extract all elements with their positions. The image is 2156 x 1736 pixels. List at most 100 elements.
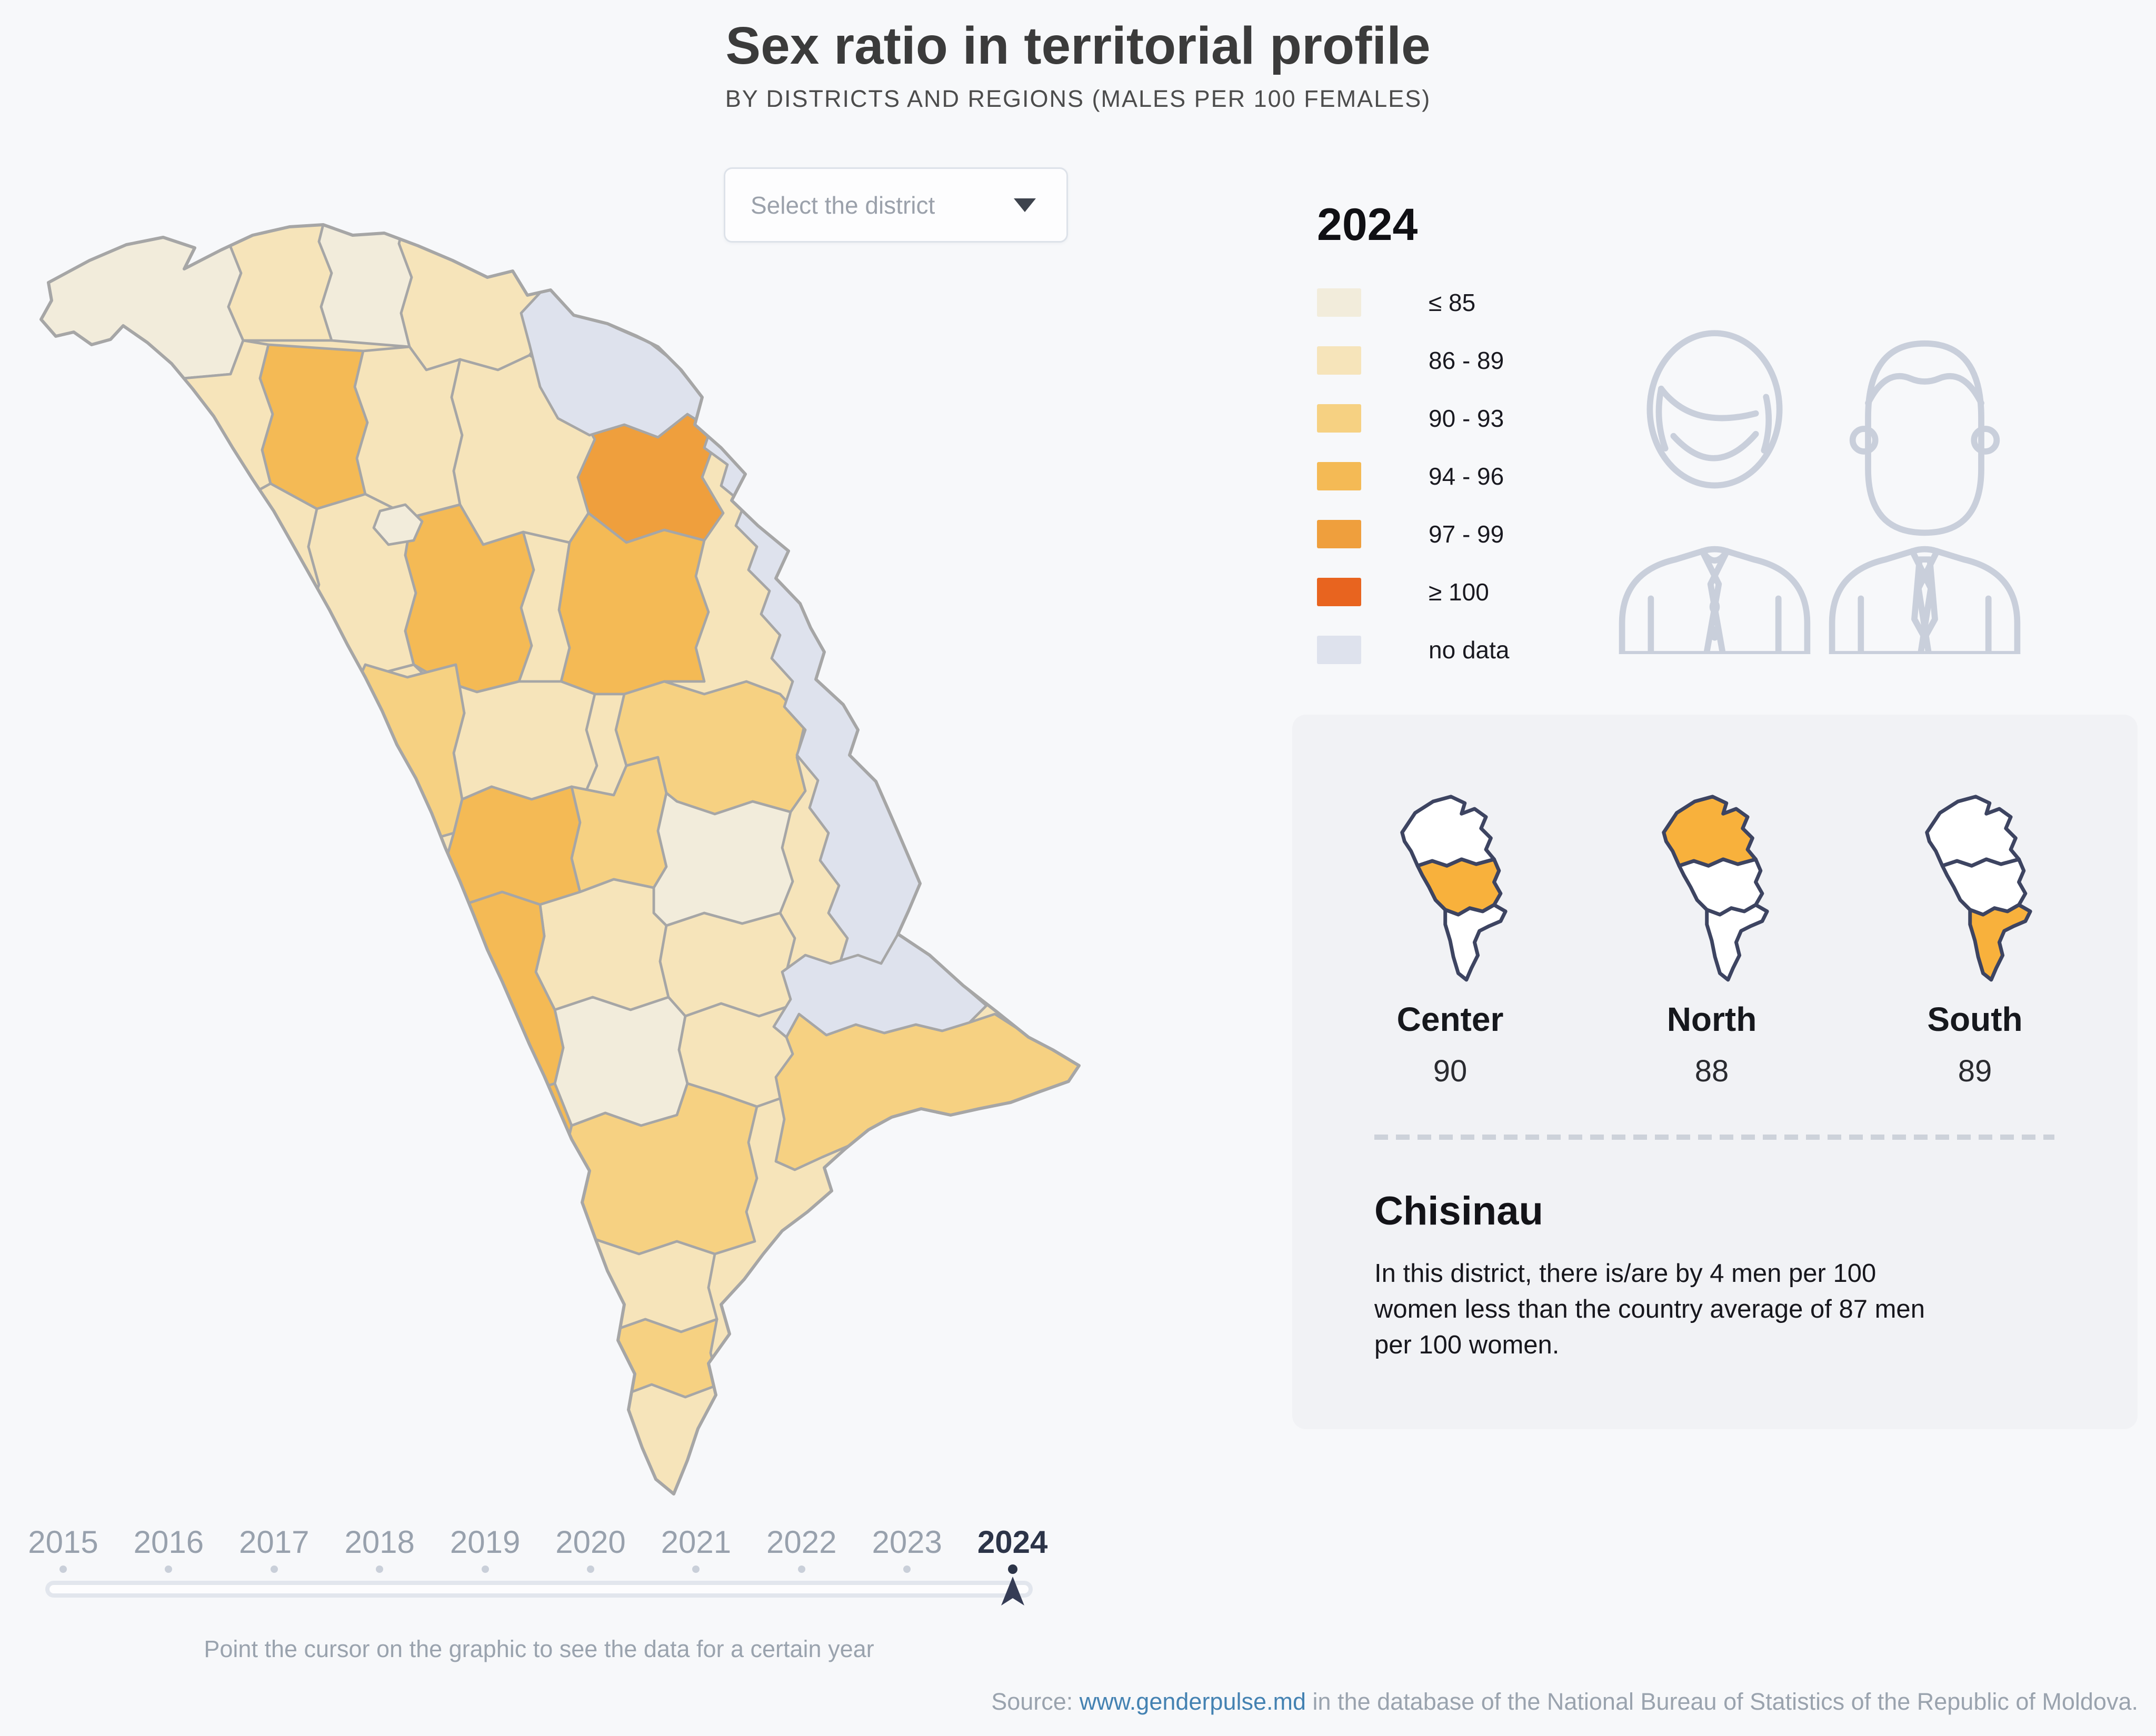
- region-name: Center: [1396, 1000, 1504, 1038]
- district-select[interactable]: Select the district: [724, 167, 1068, 243]
- timeline-year-2024[interactable]: 2024: [977, 1524, 1048, 1560]
- timeline-dot-2021: [692, 1566, 700, 1573]
- legend-swatch: [1317, 288, 1361, 317]
- timeline-year-2021[interactable]: 2021: [661, 1524, 732, 1560]
- timeline-dot-2018: [376, 1566, 384, 1573]
- timeline-year-2020[interactable]: 2020: [555, 1524, 626, 1560]
- source-prefix: Source:: [991, 1688, 1080, 1715]
- legend-item: 90 - 93: [1317, 389, 1509, 447]
- timeline-dot-2017: [270, 1566, 278, 1573]
- dashed-divider: [1374, 1135, 2054, 1140]
- district-ocnita[interactable]: [227, 218, 333, 342]
- legend-swatch: [1317, 520, 1361, 548]
- minimap-region-center: [1415, 857, 1503, 917]
- district-ialoveni[interactable]: [534, 878, 670, 1011]
- regions-panel: Center 90 North 88 South 89 Chisinau In this …: [1292, 715, 2138, 1429]
- timeline-year-2022[interactable]: 2022: [766, 1524, 837, 1560]
- timeline-year-2019[interactable]: 2019: [450, 1524, 521, 1560]
- district-drochia[interactable]: [353, 345, 464, 519]
- district-anenii-noi[interactable]: [658, 911, 798, 1018]
- timeline-dot-2019: [481, 1566, 489, 1573]
- region-name: South: [1927, 1000, 2023, 1038]
- legend-swatch: [1317, 346, 1361, 375]
- district-calarasi[interactable]: [444, 785, 582, 906]
- district-stefan-voda[interactable]: [774, 1012, 1079, 1171]
- region-value: 89: [1958, 1054, 1992, 1088]
- timeline-slider-track[interactable]: [45, 1581, 1033, 1598]
- legend-label: 94 - 96: [1429, 463, 1504, 490]
- woman-icon: [1619, 330, 1811, 657]
- timeline-year-2017[interactable]: 2017: [239, 1524, 310, 1560]
- timeline-year-2018[interactable]: 2018: [344, 1524, 415, 1560]
- timeline-year-2015[interactable]: 2015: [28, 1524, 98, 1560]
- region-value: 88: [1694, 1054, 1729, 1088]
- district-riscani[interactable]: [258, 343, 369, 510]
- region-name: North: [1666, 1000, 1757, 1038]
- district-cahul[interactable]: [425, 1206, 577, 1504]
- timeline-dots: [0, 0, 1105, 1574]
- minimap-region-north: [1400, 795, 1496, 868]
- district-edinet[interactable]: [26, 339, 274, 521]
- legend-rows: ≤ 85 86 - 89 90 - 93 94 - 96 97 - 99 ≥ 100 no …: [1317, 274, 1509, 679]
- district-cimislia[interactable]: [458, 1080, 573, 1239]
- timeline-dot-2023: [903, 1566, 911, 1573]
- legend-item: no data: [1317, 621, 1509, 679]
- timeline-cursor[interactable]: [1000, 1576, 1025, 1606]
- timeline-hint: Point the cursor on the graphic to see t…: [204, 1635, 874, 1662]
- timeline-dot-2015: [59, 1566, 67, 1573]
- district-causeni-west[interactable]: [553, 996, 689, 1127]
- legend-item: 86 - 89: [1317, 332, 1509, 389]
- district-name: Chisinau: [1374, 1189, 1543, 1233]
- district-chisinau[interactable]: [652, 791, 794, 927]
- legend-label: ≥ 100: [1429, 578, 1489, 606]
- legend-swatch: [1317, 404, 1361, 433]
- region-card-center[interactable]: Center 90: [1371, 788, 1529, 1089]
- legend-label: no data: [1429, 636, 1510, 664]
- legend-label: 90 - 93: [1429, 405, 1504, 432]
- legend-swatch: [1317, 462, 1361, 490]
- timeline-year-2016[interactable]: 2016: [133, 1524, 204, 1560]
- page-subtitle: BY DISTRICTS AND REGIONS (MALES PER 100 …: [725, 85, 1431, 112]
- minimap-region-south: [1705, 903, 1769, 982]
- minimap-region-center: [1940, 857, 2028, 917]
- legend-swatch: [1317, 636, 1361, 664]
- timeline-dot-2024: [1007, 1564, 1017, 1574]
- map-legend: 2024 ≤ 85 86 - 89 90 - 93 94 - 96 97 - 99 ≥ 1…: [1317, 199, 1509, 664]
- choropleth-map[interactable]: [26, 218, 1116, 1511]
- legend-label: 97 - 99: [1429, 520, 1504, 548]
- people-illustration: [1611, 315, 2029, 657]
- district-ungheni[interactable]: [315, 663, 466, 847]
- district-select-placeholder: Select the district: [751, 191, 935, 219]
- source-link[interactable]: www.genderpulse.md: [1079, 1688, 1306, 1715]
- chevron-down-icon: [1014, 198, 1036, 212]
- timeline-years: 2015 2016 2017 2018 2019 2020 2021 2022 2023 2024: [0, 1524, 1105, 1561]
- legend-label: ≤ 85: [1429, 289, 1476, 316]
- legend-item: 94 - 96: [1317, 447, 1509, 505]
- man-icon: [1829, 340, 2021, 657]
- timeline-dot-2022: [797, 1566, 805, 1573]
- legend-item: ≥ 100: [1317, 563, 1509, 621]
- district-leova[interactable]: [425, 1050, 470, 1251]
- region-value: 90: [1433, 1054, 1468, 1088]
- district-orhei[interactable]: [557, 511, 710, 696]
- minimap-region-north: [1925, 795, 2021, 868]
- source-line: Source: www.genderpulse.md in the databa…: [991, 1688, 2138, 1715]
- minimap-region-center: [1677, 857, 1764, 917]
- district-glodeni[interactable]: [193, 482, 321, 662]
- region-card-south[interactable]: South 89: [1896, 788, 2054, 1089]
- page-title: Sex ratio in territorial profile: [725, 16, 1431, 75]
- region-card-north[interactable]: North 88: [1633, 788, 1791, 1089]
- timeline-year-2023[interactable]: 2023: [872, 1524, 942, 1560]
- legend-swatch: [1317, 578, 1361, 606]
- district-balti[interactable]: [372, 503, 424, 546]
- legend-year: 2024: [1317, 199, 1418, 250]
- minimap-region-north: [1662, 795, 1758, 868]
- minimap-region-south: [1968, 903, 2032, 982]
- timeline-dot-2016: [165, 1566, 173, 1573]
- minimap-region-south: [1443, 903, 1508, 982]
- district-description: In this district, there is/are by 4 men …: [1374, 1259, 1925, 1359]
- source-suffix: in the database of the National Bureau o…: [1306, 1688, 2138, 1715]
- timeline-dot-2020: [587, 1566, 594, 1573]
- legend-label: 86 - 89: [1429, 347, 1504, 374]
